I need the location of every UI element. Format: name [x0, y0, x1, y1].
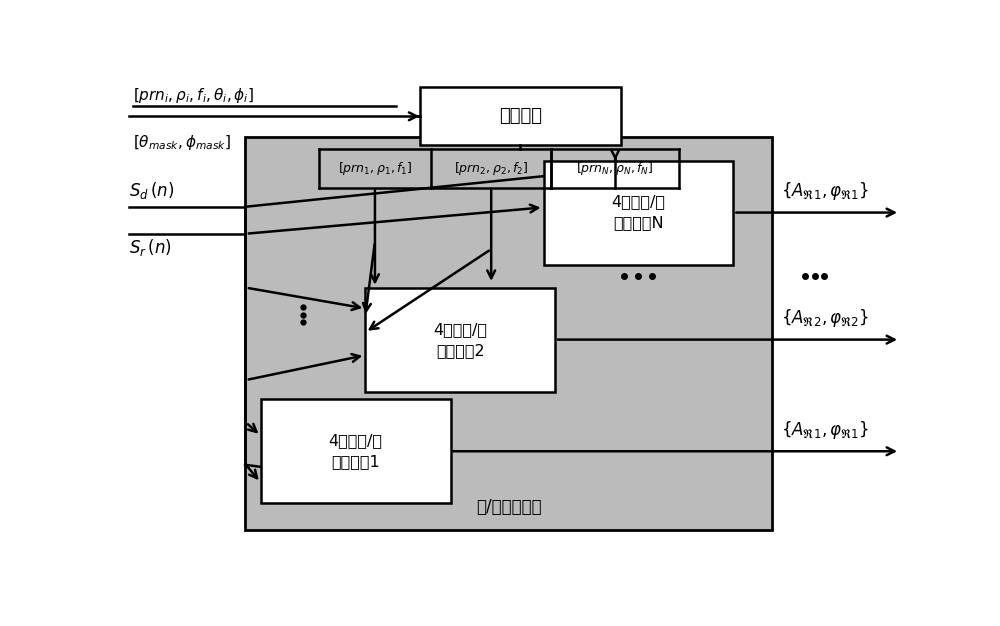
Bar: [420, 88, 621, 145]
Text: $\{A_{\mathfrak{R}1},\varphi_{\mathfrak{R}1}\}$: $\{A_{\mathfrak{R}1},\varphi_{\mathfrak{…: [781, 180, 870, 202]
Text: 4通道直/反
干涉模块2: 4通道直/反 干涉模块2: [433, 322, 487, 357]
Text: $[prn_2, \rho_2, f_2]$: $[prn_2, \rho_2, f_2]$: [454, 160, 528, 177]
Text: $\{A_{\mathfrak{R}2},\varphi_{\mathfrak{R}2}\}$: $\{A_{\mathfrak{R}2},\varphi_{\mathfrak{…: [781, 307, 870, 329]
Text: 直/反处理模块: 直/反处理模块: [476, 498, 541, 516]
Bar: [365, 287, 555, 392]
Bar: [245, 138, 772, 530]
Text: $[prn_N, \rho_N, f_N]$: $[prn_N, \rho_N, f_N]$: [576, 160, 654, 177]
Text: $\{A_{\mathfrak{R}1},\varphi_{\mathfrak{R}1}\}$: $\{A_{\mathfrak{R}1},\varphi_{\mathfrak{…: [781, 419, 870, 441]
Text: 4通道直/反
干涉模块1: 4通道直/反 干涉模块1: [329, 433, 383, 470]
Text: $[prn_1, \rho_1, f_1]$: $[prn_1, \rho_1, f_1]$: [338, 160, 412, 177]
Text: $S_d\,(n)$: $S_d\,(n)$: [129, 180, 174, 200]
Bar: [261, 399, 450, 503]
Text: $[\theta_{mask}, \phi_{mask}]$: $[\theta_{mask}, \phi_{mask}]$: [133, 133, 231, 152]
Text: 卫星选择: 卫星选择: [499, 107, 542, 125]
Text: $[prn_i, \rho_i, f_i, \theta_i, \phi_i]$: $[prn_i, \rho_i, f_i, \theta_i, \phi_i]$: [133, 86, 254, 105]
Text: $S_r\,(n)$: $S_r\,(n)$: [129, 237, 172, 258]
Text: 4通道直/反
干涉模块N: 4通道直/反 干涉模块N: [611, 195, 665, 230]
Bar: [544, 161, 733, 265]
